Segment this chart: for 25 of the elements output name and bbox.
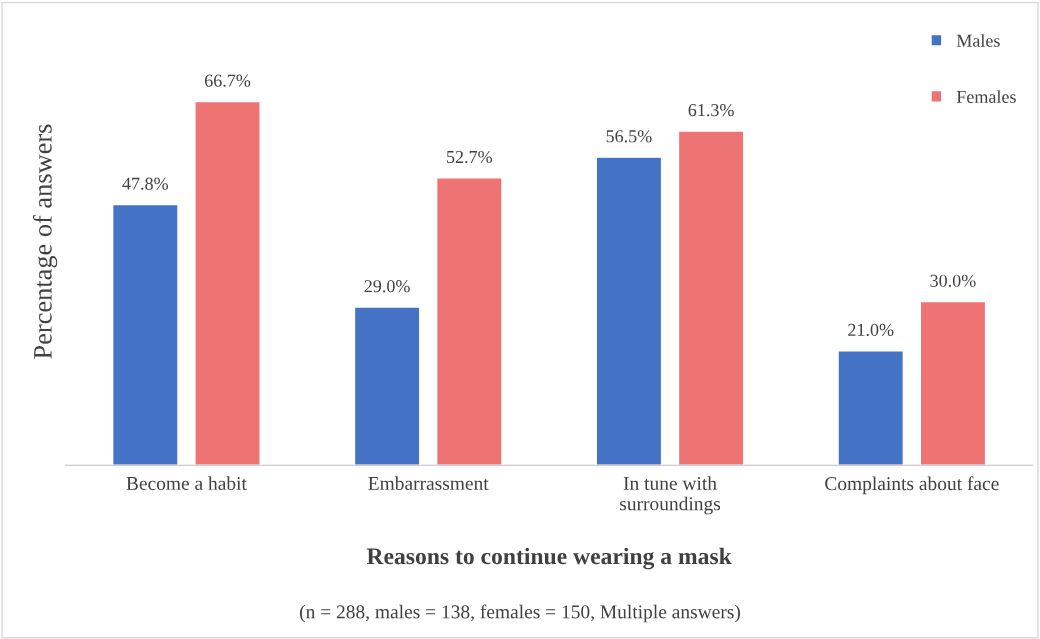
bar: [435, 177, 503, 466]
data-label: 29.0%: [364, 280, 410, 293]
data-label: 66.7%: [204, 74, 251, 87]
bar: [194, 100, 261, 466]
bar: [353, 306, 421, 466]
data-label: 47.8%: [122, 177, 169, 190]
data-label: 52.7%: [447, 150, 493, 164]
bar: [919, 300, 987, 466]
data-label: 30.0%: [930, 274, 976, 287]
x-axis-title: Reasons to continue wearing a mask: [366, 547, 732, 570]
legend-label: Females: [956, 90, 1016, 103]
bar: [595, 156, 663, 466]
x-tick-label: In tune with surroundings: [620, 476, 721, 515]
data-label: 61.3%: [688, 104, 734, 117]
legend-label: Males: [956, 34, 1000, 47]
bar: [677, 130, 745, 466]
bar: [111, 203, 179, 466]
x-tick-label: Embarrassment: [368, 476, 489, 490]
bar: [837, 350, 905, 466]
data-label: 21.0%: [848, 323, 894, 336]
data-label: 56.5%: [606, 130, 652, 143]
x-tick-label: Complaints about face: [825, 476, 999, 495]
text: (n = 288, males = 138, females = 150, Multiple answers): [300, 604, 740, 623]
y-axis-title: Percentage of answers: [32, 124, 58, 359]
x-tick-label: Become a habit: [126, 476, 247, 490]
